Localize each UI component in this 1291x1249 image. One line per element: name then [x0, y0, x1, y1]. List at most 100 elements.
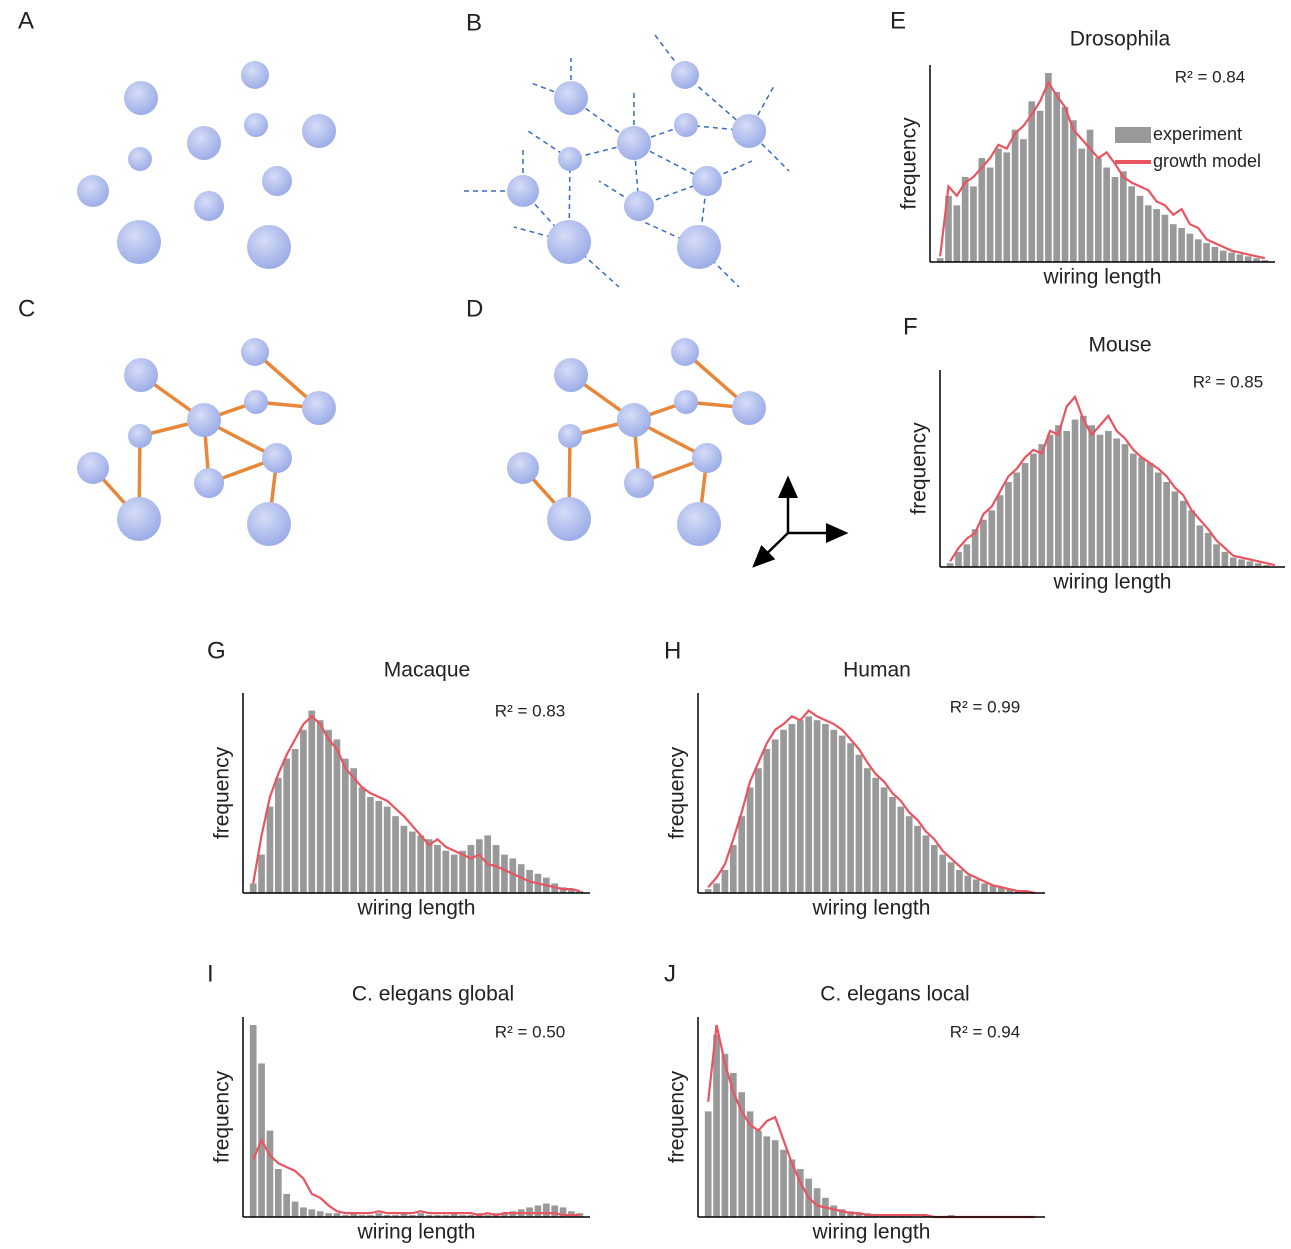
panel-label: E [890, 7, 906, 34]
bar [780, 1150, 787, 1217]
chart-title: C. elegans local [820, 983, 969, 1006]
bar [367, 797, 374, 893]
bar [755, 768, 762, 893]
bar [914, 826, 921, 893]
neuron [117, 220, 161, 264]
bar [1103, 168, 1110, 263]
bar [551, 1205, 558, 1217]
x-axis-label: wiring length [357, 897, 476, 920]
legend-label: growth model [1153, 151, 1261, 171]
legend-label: experiment [1153, 124, 1242, 144]
bar [1045, 73, 1052, 262]
bar [442, 851, 449, 893]
bar [1220, 251, 1227, 262]
neuron [677, 225, 721, 269]
bar [963, 544, 970, 567]
bar [814, 720, 821, 893]
bar [772, 739, 779, 893]
bar [392, 816, 399, 893]
bar [955, 552, 962, 567]
chart-title: Macaque [384, 659, 470, 682]
bar [1130, 454, 1137, 567]
bar [317, 1211, 324, 1217]
bar [1012, 130, 1019, 262]
bar [1145, 205, 1152, 262]
bar [1095, 158, 1102, 262]
y-axis-label: frequency [211, 1070, 234, 1163]
bar [973, 880, 980, 893]
bar [923, 835, 930, 893]
legend-swatch [1115, 127, 1151, 143]
bar [1097, 435, 1104, 567]
neuron [117, 497, 161, 541]
model-line [253, 1140, 580, 1215]
annotation: R² = 0.99 [950, 697, 1020, 716]
bar [1037, 111, 1044, 262]
neuron [558, 424, 582, 448]
bar [283, 1194, 290, 1217]
bar [772, 1140, 779, 1217]
bar [889, 797, 896, 893]
neuron [77, 452, 109, 484]
bar [1205, 533, 1212, 567]
bar [275, 1169, 282, 1217]
bar [1170, 224, 1177, 262]
bar [981, 883, 988, 893]
panel-label: A [18, 7, 34, 34]
bar [451, 855, 458, 893]
bar [1053, 92, 1060, 262]
bar [722, 870, 729, 893]
bar [1047, 435, 1054, 567]
bar [275, 778, 282, 893]
bar [1080, 416, 1087, 567]
bar [300, 730, 307, 893]
chart-title: Drosophila [1070, 28, 1171, 51]
neuron [262, 443, 292, 473]
bar [830, 1205, 837, 1217]
bar [1028, 101, 1035, 262]
bar [1222, 552, 1229, 567]
bar [308, 1209, 315, 1217]
neuron [194, 468, 224, 498]
bar [1245, 256, 1252, 262]
bar [267, 1131, 274, 1217]
bar [1180, 501, 1187, 567]
bar [325, 730, 332, 893]
x-axis-label: wiring length [1043, 266, 1162, 289]
bar [713, 1035, 720, 1217]
neuron [124, 81, 158, 115]
figure: A B C D EDrosophilaR² = 0.84wiring lengt… [0, 0, 1291, 1244]
bar [839, 736, 846, 893]
bar [730, 845, 737, 893]
bar [948, 862, 955, 893]
bar [864, 768, 871, 893]
bar [738, 816, 745, 893]
bar [350, 768, 357, 893]
bar [1247, 561, 1254, 567]
bar [250, 883, 257, 893]
bar [1078, 149, 1085, 262]
bar [384, 807, 391, 893]
bar [1155, 473, 1162, 568]
network-diagram [507, 338, 766, 546]
bar [897, 807, 904, 893]
neuron [732, 114, 766, 148]
chart-title: C. elegans global [352, 983, 514, 1006]
bar [1038, 444, 1045, 567]
bar [1172, 491, 1179, 567]
neuron [262, 166, 292, 196]
neuron [77, 175, 109, 207]
neuron [674, 113, 698, 137]
bar [409, 832, 416, 893]
bar [1070, 120, 1077, 262]
x-axis-label: wiring length [812, 1221, 931, 1244]
bar [755, 1131, 762, 1217]
bar [881, 787, 888, 893]
bar [953, 205, 960, 262]
panel-label: C [18, 295, 35, 322]
panel-label: H [664, 637, 681, 664]
neuron [692, 443, 722, 473]
panel-label: D [466, 295, 483, 322]
bar [1088, 425, 1095, 567]
neuron [507, 175, 539, 207]
